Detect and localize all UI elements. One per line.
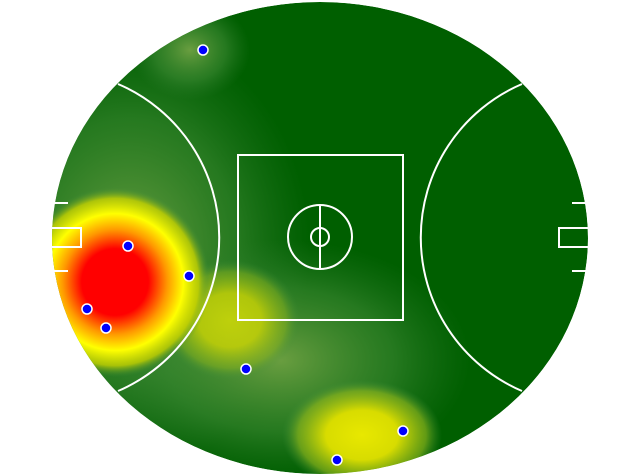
event-point xyxy=(100,322,112,334)
heat-region-hotspot xyxy=(52,187,210,377)
right-goal-square xyxy=(558,227,588,248)
heat-region-top xyxy=(130,2,250,100)
heat-region-bottom-hot xyxy=(282,380,442,474)
event-point xyxy=(240,363,252,375)
event-point xyxy=(122,240,134,252)
centre-square xyxy=(237,154,404,321)
event-point xyxy=(81,303,93,315)
event-point xyxy=(183,270,195,282)
left-50m-arc xyxy=(117,83,221,392)
event-point xyxy=(197,44,209,56)
heat-layer xyxy=(52,2,588,474)
left-goal-square xyxy=(52,227,82,248)
event-point xyxy=(397,425,409,437)
event-point xyxy=(331,454,343,466)
event-points xyxy=(81,44,409,466)
field-markings xyxy=(52,83,588,392)
right-50m-arc xyxy=(419,83,523,392)
